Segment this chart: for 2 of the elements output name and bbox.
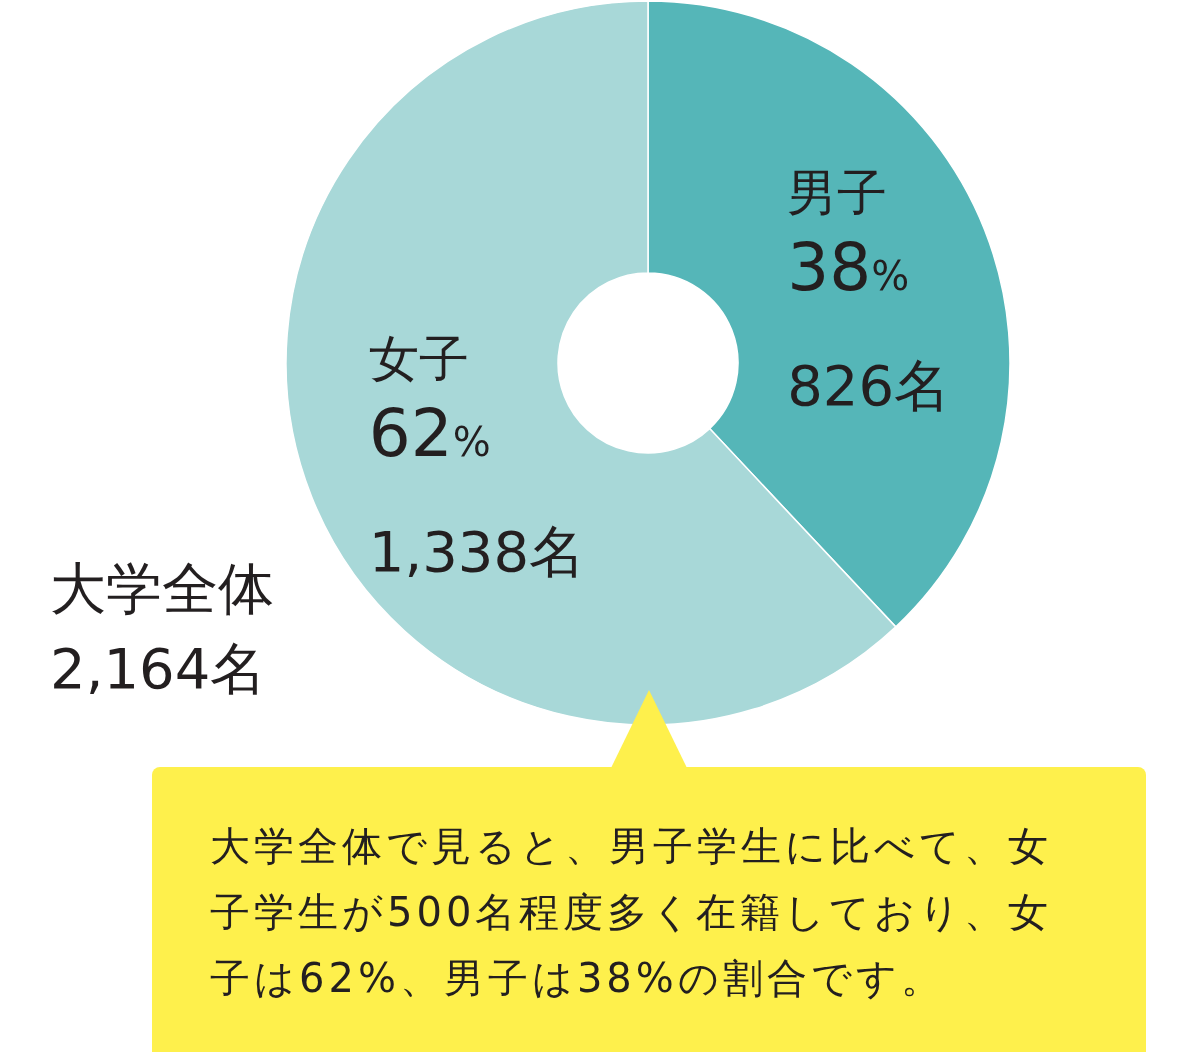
text: 大学全体 2,164名: [50, 556, 274, 701]
text: 大学全体で見ると、男子学生に比べて、女子学生が500名程度多く在籍しており、女子は62%、男子は38%の割合です。: [210, 822, 1054, 1003]
